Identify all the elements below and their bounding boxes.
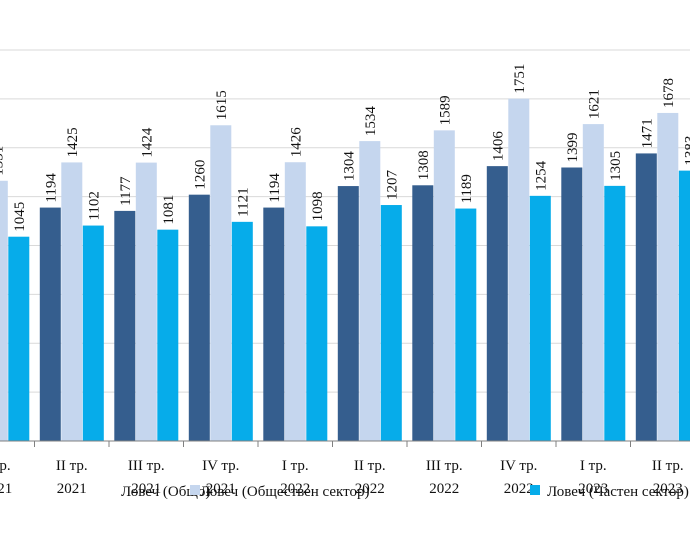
legend-swatch — [530, 485, 540, 495]
data-label: 1194 — [43, 173, 59, 203]
x-tick-label: 2021 — [57, 481, 87, 497]
data-label: 1383 — [682, 136, 690, 166]
data-label: 1331 — [0, 146, 6, 176]
bar — [561, 167, 583, 442]
data-label: 1589 — [437, 95, 453, 125]
bar — [635, 153, 657, 441]
x-tick-label: 2021 — [206, 481, 236, 497]
x-tick-label: III тр. — [426, 458, 463, 474]
x-tick-label: 2022 — [429, 481, 459, 497]
bar — [337, 186, 359, 441]
legend-label: Ловеч (Общо) — [121, 484, 210, 500]
bar — [8, 236, 30, 441]
bar — [455, 208, 477, 441]
x-tick-label: 2022 — [280, 481, 310, 497]
bar — [0, 180, 8, 442]
legend-swatch — [190, 485, 200, 495]
data-label: 1194 — [267, 173, 283, 203]
x-tick-label: 2023 — [578, 481, 608, 497]
bar — [582, 124, 604, 442]
bar — [604, 185, 626, 441]
x-tick-label: I тр. — [0, 458, 11, 474]
x-tick-label: II тр. — [652, 458, 684, 474]
x-axis: I тр. 2021 II тр. 2021 III тр. 2021 IV тр. 2021… — [0, 440, 690, 497]
x-tick-label: 2021 — [131, 481, 161, 497]
x-tick-label: IV тр. — [500, 458, 537, 474]
x-tick-label: 2022 — [355, 481, 385, 497]
bar — [39, 207, 61, 441]
data-label: 1308 — [416, 150, 432, 180]
data-label: 1678 — [661, 78, 677, 108]
data-label: 1621 — [586, 89, 602, 119]
bar — [380, 205, 402, 441]
data-label: 1207 — [384, 170, 400, 201]
data-label: 1399 — [565, 132, 581, 162]
bar — [157, 229, 179, 441]
bar — [231, 221, 253, 441]
data-label: 1304 — [341, 151, 357, 182]
bar — [529, 195, 551, 441]
data-labels: 1331 1045 1194 1425 1102 1177 1424 1081 1260 1615… — [0, 64, 690, 232]
data-label: 1102 — [86, 191, 102, 220]
legend-label: Ловеч (Обществен сектор) — [200, 484, 370, 500]
x-tick-label: 2021 — [0, 481, 12, 497]
bar — [508, 98, 530, 441]
bar — [188, 194, 210, 441]
data-label: 1426 — [288, 127, 304, 158]
data-label: 1425 — [65, 127, 81, 157]
legend: Ловеч (Общо)Ловеч (Обществен сектор) Лове… — [121, 484, 689, 500]
bar — [433, 130, 455, 441]
bar — [210, 125, 232, 441]
bar — [82, 225, 104, 441]
x-tick-label: 2023 — [653, 481, 683, 497]
x-tick-label: II тр. — [354, 458, 386, 474]
x-tick-label: 2022 — [504, 481, 534, 497]
data-label: 1254 — [533, 160, 549, 191]
data-label: 1406 — [490, 131, 506, 162]
data-label: 1189 — [459, 174, 475, 203]
data-label: 1424 — [139, 127, 155, 158]
data-label: 1471 — [639, 118, 655, 148]
bar — [657, 112, 679, 442]
x-tick-label: II тр. — [56, 458, 88, 474]
data-label: 1305 — [608, 151, 624, 181]
data-label: 1534 — [363, 106, 379, 137]
bar — [114, 210, 136, 441]
x-tick-label: III тр. — [128, 458, 165, 474]
bar — [284, 162, 306, 442]
data-label: 1615 — [214, 90, 230, 120]
bar — [486, 166, 508, 441]
x-tick-label: I тр. — [282, 458, 309, 474]
data-label: 1260 — [192, 160, 208, 190]
bar — [135, 162, 157, 441]
bar — [306, 226, 328, 441]
x-tick-label: IV тр. — [202, 458, 239, 474]
data-label: 1098 — [310, 191, 326, 221]
data-label: 1121 — [235, 187, 251, 216]
bar — [359, 141, 381, 441]
legend-label: Ловеч (Частен сектор) — [547, 484, 689, 500]
bar — [263, 207, 285, 441]
bar — [61, 162, 83, 441]
bar — [678, 170, 690, 441]
data-label: 1045 — [12, 202, 28, 232]
data-label: 1177 — [118, 176, 134, 206]
bars — [0, 98, 690, 442]
bar — [412, 185, 434, 441]
x-tick-label: I тр. — [580, 458, 607, 474]
data-label: 1751 — [512, 64, 528, 94]
data-label: 1081 — [161, 195, 177, 225]
